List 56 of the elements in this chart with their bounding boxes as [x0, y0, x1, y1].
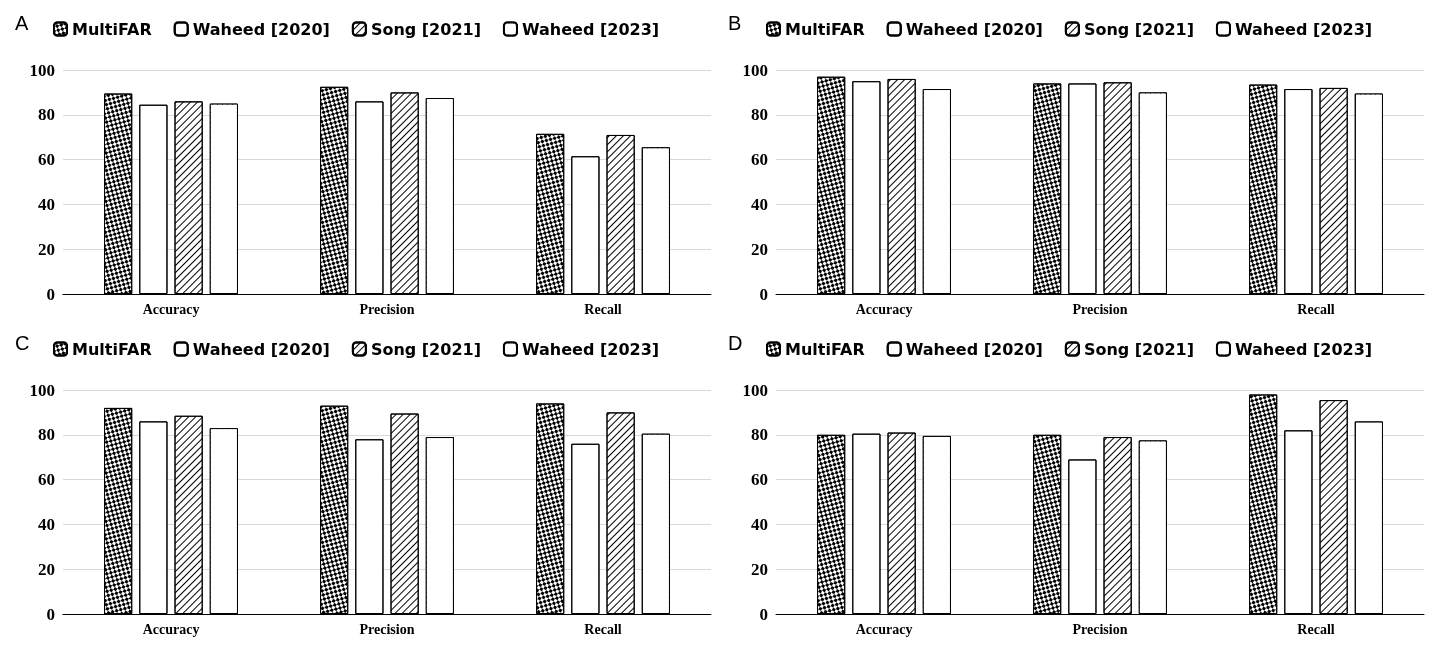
y-tick-label: 20 — [38, 559, 55, 579]
y-tick-label: 20 — [38, 239, 55, 259]
y-tick-label: 20 — [751, 559, 768, 579]
y-tick-label: 60 — [751, 150, 768, 170]
x-tick-label: Precision — [359, 301, 415, 317]
x-tick-label: Precision — [359, 621, 415, 637]
legend-label: Waheed [2020] — [905, 19, 1043, 39]
legend-label: MultiFAR — [72, 19, 152, 39]
legend-label: Song [2021] — [1083, 339, 1194, 359]
legend-label: Waheed [2023] — [1234, 19, 1373, 39]
x-tick-label: Precision — [1072, 621, 1128, 637]
legend-label: Waheed [2020] — [192, 19, 330, 39]
x-tick-label: Recall — [1297, 621, 1335, 637]
y-tick-label: 40 — [38, 514, 55, 534]
chart-title: D — [728, 332, 743, 354]
x-tick-label: Recall — [1297, 301, 1335, 317]
legend-label: Waheed [2020] — [905, 339, 1043, 359]
chart-title: A — [15, 12, 29, 34]
legend-label: Waheed [2020] — [192, 339, 330, 359]
legend-label: Song [2021] — [370, 339, 481, 359]
legend-label: Song [2021] — [1083, 19, 1194, 39]
chart-title: B — [728, 12, 742, 34]
legend-label: MultiFAR — [785, 339, 865, 359]
y-tick-label: 80 — [38, 425, 55, 445]
y-tick-label: 40 — [751, 514, 768, 534]
y-tick-label: 100 — [29, 60, 55, 80]
x-tick-label: Recall — [584, 621, 622, 637]
y-tick-label: 80 — [38, 105, 55, 125]
legend-label: Waheed [2023] — [521, 19, 660, 39]
y-tick-label: 0 — [46, 284, 55, 304]
legend-label: Song [2021] — [370, 19, 481, 39]
y-tick-label: 100 — [742, 380, 768, 400]
chart-title: C — [15, 332, 30, 354]
y-tick-label: 60 — [38, 150, 55, 170]
legend-label: MultiFAR — [785, 19, 865, 39]
x-tick-label: Precision — [1072, 301, 1128, 317]
y-tick-label: 20 — [751, 239, 768, 259]
x-tick-label: Accuracy — [142, 301, 200, 317]
y-tick-label: 60 — [38, 470, 55, 490]
legend-label: MultiFAR — [72, 339, 152, 359]
y-tick-label: 80 — [751, 425, 768, 445]
y-tick-label: 100 — [29, 380, 55, 400]
legend-label: Waheed [2023] — [1234, 339, 1373, 359]
y-tick-label: 60 — [751, 470, 768, 490]
legend-label: Waheed [2023] — [521, 339, 660, 359]
y-tick-label: 40 — [751, 194, 768, 214]
y-tick-label: 100 — [742, 60, 768, 80]
y-tick-label: 40 — [38, 194, 55, 214]
y-tick-label: 0 — [759, 284, 768, 304]
x-tick-label: Recall — [584, 301, 622, 317]
x-tick-label: Accuracy — [855, 301, 913, 317]
x-tick-label: Accuracy — [855, 621, 913, 637]
y-tick-label: 0 — [759, 604, 768, 624]
x-tick-label: Accuracy — [142, 621, 200, 637]
y-tick-label: 80 — [751, 105, 768, 125]
y-tick-label: 0 — [46, 604, 55, 624]
